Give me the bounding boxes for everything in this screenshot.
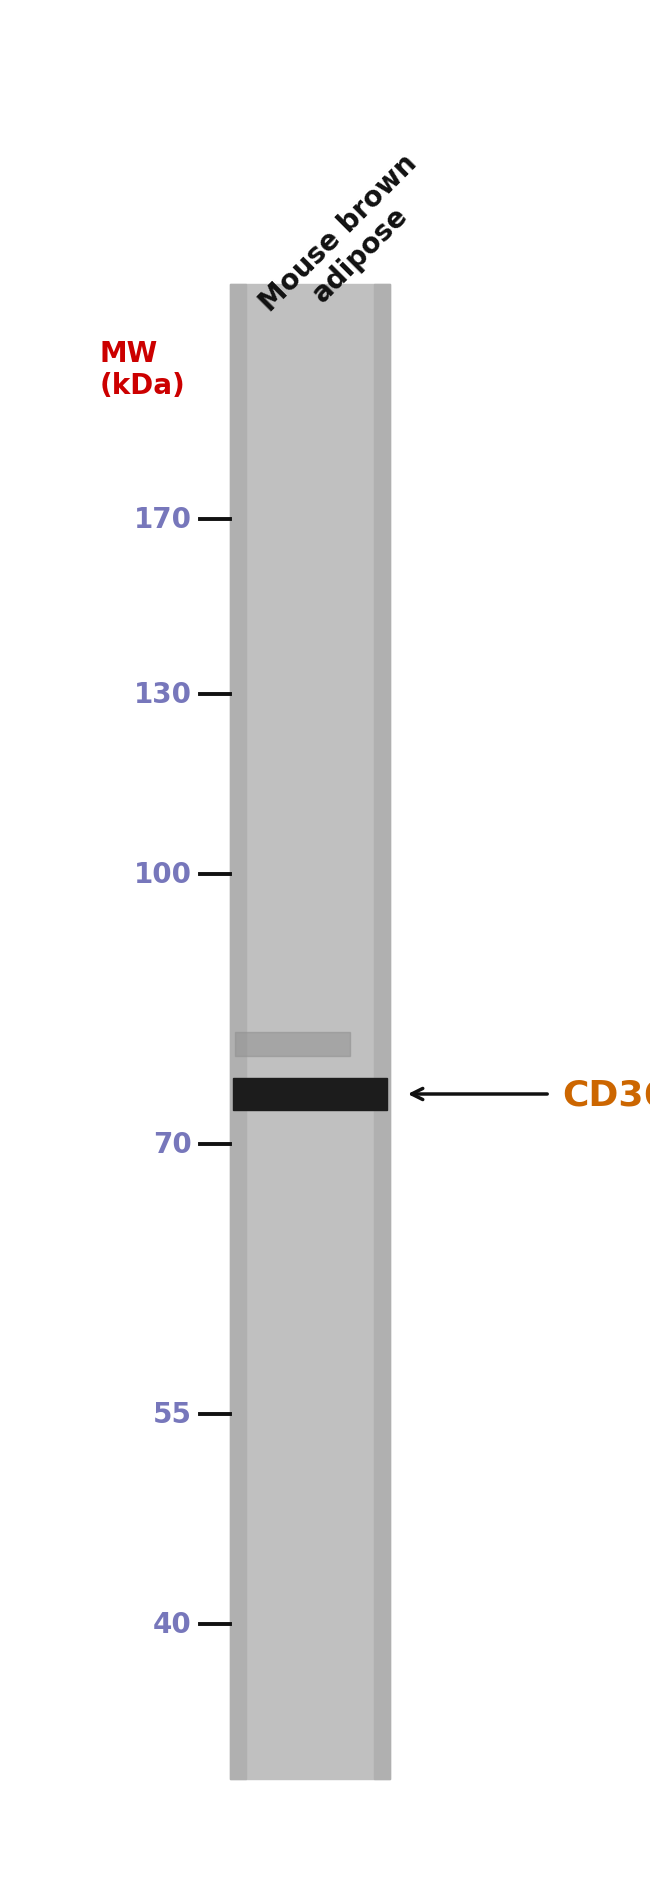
Bar bbox=[230, 286, 390, 1778]
Bar bbox=[233, 1079, 387, 1111]
Bar bbox=[230, 286, 246, 1778]
Text: 55: 55 bbox=[153, 1401, 192, 1429]
Text: Mouse brown
adipose: Mouse brown adipose bbox=[254, 149, 444, 338]
Text: 170: 170 bbox=[134, 506, 192, 534]
Text: 40: 40 bbox=[153, 1609, 192, 1637]
Text: CD36: CD36 bbox=[562, 1077, 650, 1111]
Text: 70: 70 bbox=[153, 1130, 192, 1158]
Text: 130: 130 bbox=[134, 681, 192, 709]
Text: 100: 100 bbox=[134, 861, 192, 889]
Bar bbox=[235, 1032, 350, 1057]
Text: MW
(kDa): MW (kDa) bbox=[100, 340, 186, 400]
Bar bbox=[374, 286, 390, 1778]
